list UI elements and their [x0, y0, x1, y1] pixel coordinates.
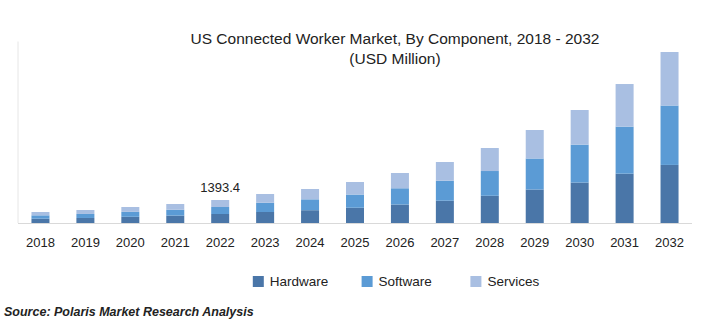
bar-segment [571, 183, 589, 223]
x-tick-label: 2020 [116, 235, 145, 250]
x-tick-label: 2028 [475, 235, 504, 250]
bar-segment [616, 127, 634, 174]
x-tick-label: 2021 [161, 235, 190, 250]
bar-segment [76, 218, 94, 223]
bar-segment [76, 214, 94, 218]
x-tick-label: 2022 [206, 235, 235, 250]
bar-segment [571, 145, 589, 183]
bar-segment [31, 219, 49, 223]
bar-segment [481, 196, 499, 223]
legend: Hardware Software Services [253, 274, 540, 289]
bar-segment [301, 199, 319, 210]
bar-segment [301, 189, 319, 199]
bar-segment [481, 171, 499, 196]
bar-segment [481, 148, 499, 171]
bar-segment [166, 216, 184, 223]
x-tick-label: 2029 [520, 235, 549, 250]
bar-segment [526, 158, 544, 189]
legend-swatch [470, 276, 481, 287]
x-tick-label: 2024 [296, 235, 325, 250]
bar-segment [391, 188, 409, 204]
subtitle: (USD Million) [349, 50, 440, 67]
x-tick-label: 2019 [71, 235, 100, 250]
x-tick-label: 2018 [26, 235, 55, 250]
bar-segment [526, 130, 544, 158]
bar-segment [121, 212, 139, 217]
x-tick-label: 2023 [251, 235, 280, 250]
title: US Connected Worker Market, By Component… [191, 30, 600, 47]
bar-segment [121, 207, 139, 212]
bar-segment [166, 204, 184, 210]
x-tick-label: 2032 [655, 235, 684, 250]
bar-segment [166, 210, 184, 216]
bar-segment [256, 194, 274, 203]
bar-segment [616, 174, 634, 223]
bar-segment [346, 208, 364, 223]
bar-segment [661, 106, 679, 165]
bar-segment [31, 212, 49, 215]
bar-segment [391, 205, 409, 223]
legend-label: Software [379, 274, 432, 289]
chart: US Connected Worker Market, By Component… [0, 0, 713, 326]
bar-segment [256, 212, 274, 223]
x-tick-label: 2030 [565, 235, 594, 250]
bar-segment [346, 182, 364, 195]
bar-segment [571, 110, 589, 145]
x-tick-label: 2027 [430, 235, 459, 250]
bar-segment [616, 84, 634, 127]
annotation: 1393.4 [200, 180, 240, 195]
legend-label: Hardware [270, 274, 329, 289]
bar-segment [436, 162, 454, 181]
legend-swatch [362, 276, 373, 287]
bar-segment [211, 214, 229, 223]
bar-segment [526, 190, 544, 223]
legend-swatch [253, 276, 264, 287]
bar-segment [31, 215, 49, 218]
bar-segment [256, 203, 274, 212]
legend-label: Services [487, 274, 539, 289]
x-tick-label: 2031 [610, 235, 639, 250]
bar-segment [391, 173, 409, 188]
bar-segment [346, 195, 364, 208]
x-tick-label: 2026 [385, 235, 414, 250]
bar-segment [211, 207, 229, 214]
x-axis [18, 223, 692, 224]
bar-segment [661, 52, 679, 106]
x-tick-label: 2025 [341, 235, 370, 250]
source: Source: Polaris Market Research Analysis [4, 305, 254, 319]
y-axis [18, 42, 19, 224]
bars [31, 52, 678, 223]
bar-segment [661, 165, 679, 223]
bar-segment [121, 217, 139, 223]
bar-segment [301, 210, 319, 223]
bar-segment [211, 200, 229, 207]
bar-segment [436, 201, 454, 223]
bar-segment [436, 181, 454, 201]
bar-segment [76, 210, 94, 214]
